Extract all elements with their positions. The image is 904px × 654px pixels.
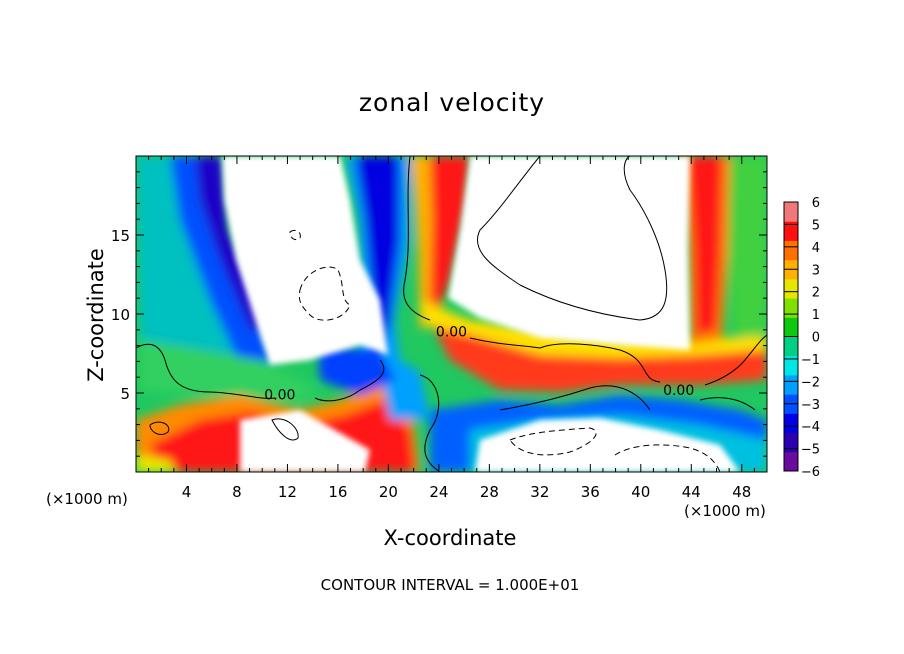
x-axis-label: X-coordinate: [383, 526, 517, 550]
colorbar-swatch: [784, 202, 798, 222]
colorbar-tick-label: 3: [812, 263, 820, 278]
colorbar-swatch: [784, 355, 798, 376]
x-tick-label: 12: [278, 483, 297, 501]
contour-label: 0.00: [264, 388, 295, 404]
colorbar-swatch: [784, 221, 798, 241]
colorbar-tick-label: 5: [812, 218, 820, 233]
x-tick-label: 44: [682, 483, 701, 501]
contour-interval-note: CONTOUR INTERVAL = 1.000E+01: [320, 576, 580, 594]
colorbar-tick-label: 4: [812, 241, 820, 256]
colorbar-swatch: [784, 336, 798, 357]
x-tick-label: 28: [480, 483, 499, 501]
x-tick-label: 48: [732, 483, 751, 501]
colorbar-tick-label: 6: [812, 196, 820, 211]
y-tick-label: 10: [111, 306, 130, 324]
y-tick-label: 15: [111, 227, 130, 245]
colorbar-swatch: [784, 298, 798, 318]
x-unit-label-right: (×1000 m): [684, 502, 766, 520]
colorbar-tick-label: 0: [812, 331, 820, 346]
colorbar-swatch: [784, 374, 798, 395]
x-unit-label-left: (×1000 m): [46, 490, 128, 508]
x-tick-label: 36: [581, 483, 600, 501]
chart-title: zonal velocity: [358, 88, 546, 117]
colorbar-tick-label: 1: [812, 308, 820, 323]
velocity-field: [136, 156, 767, 472]
colorbar-tick-label: −3: [801, 398, 820, 413]
x-tick-label: 16: [328, 483, 347, 501]
colorbar-swatch: [784, 240, 798, 261]
colorbar-tick-label: −2: [801, 375, 820, 390]
colorbar-swatch: [784, 278, 798, 299]
x-tick-label: 20: [379, 483, 398, 501]
colorbar-swatch: [784, 413, 798, 434]
x-tick-label: 8: [232, 483, 242, 501]
colorbar-swatch: [784, 432, 798, 453]
x-tick-label: 4: [182, 483, 192, 501]
colorbar-tick-label: −4: [801, 420, 820, 435]
colorbar: 6 5 4 3 2 1 0 −1 −2 −3 −4 −5 −6: [783, 196, 820, 480]
contour-label: 0.00: [663, 383, 694, 399]
y-axis-label: Z-coordinate: [84, 248, 108, 382]
colorbar-tick-label: −1: [801, 353, 820, 368]
x-tick-label: 32: [530, 483, 549, 501]
x-tick-label: 24: [429, 483, 448, 501]
colorbar-swatch: [784, 451, 798, 472]
y-axis-ticks: 5 10 15: [111, 171, 767, 457]
colorbar-swatch: [784, 317, 798, 337]
colorbar-tick-label: −5: [801, 443, 820, 458]
x-tick-label: 40: [631, 483, 650, 501]
colorbar-tick-label: 2: [812, 286, 820, 301]
negative-contours: [289, 229, 721, 472]
y-tick-label: 5: [120, 385, 130, 403]
colorbar-tick-label: −6: [801, 465, 820, 480]
x-axis-ticks: 4 8 12 16 20 24 28 32 36 40 44 48: [148, 156, 755, 501]
contour-label-layer: 0.00 0.00 0.00: [264, 324, 694, 403]
contour-label: 0.00: [436, 324, 467, 340]
contour-lines: [136, 156, 767, 472]
